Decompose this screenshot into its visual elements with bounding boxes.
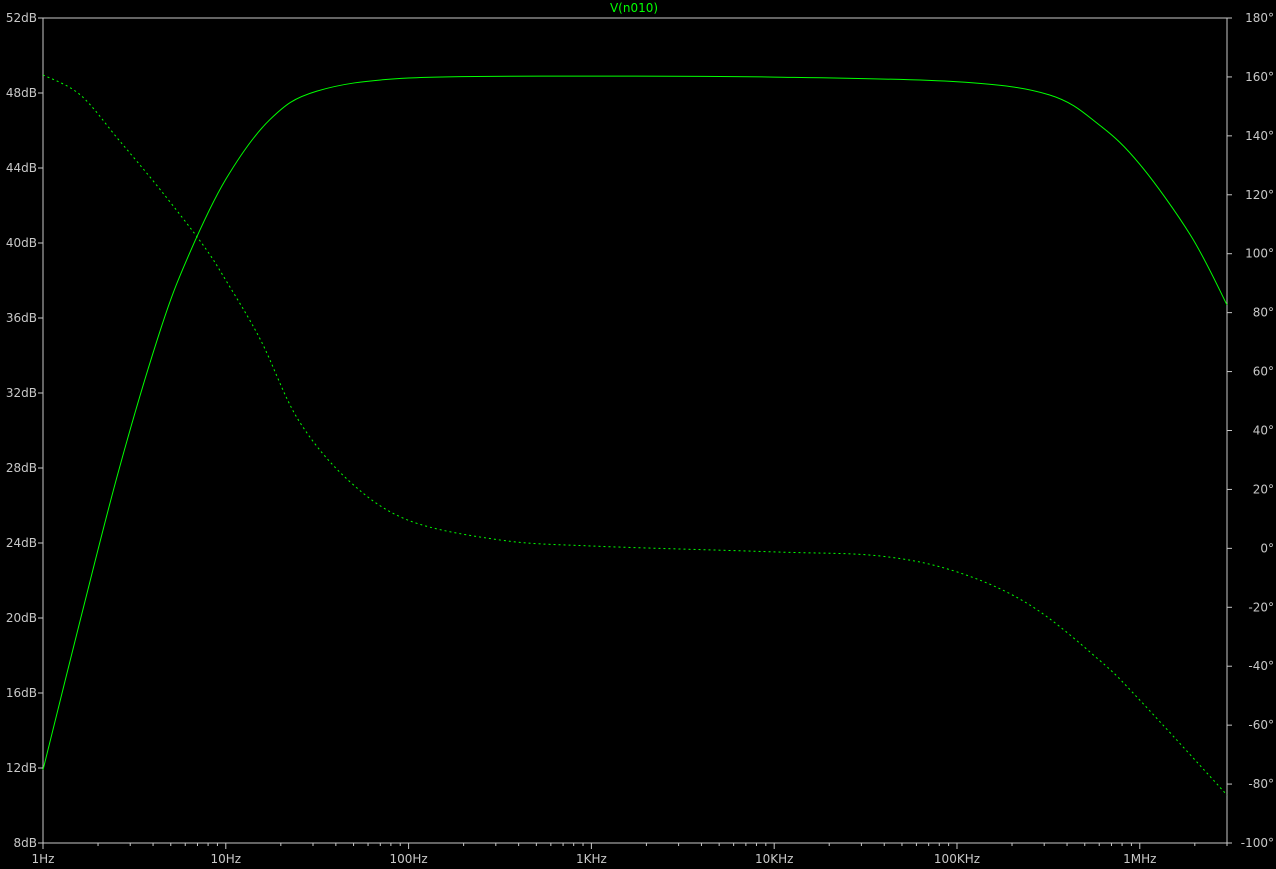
- y-right-tick-label: 140°: [1245, 129, 1274, 143]
- plot-frame: [42, 17, 1228, 844]
- y-left-tick-label: 20dB: [6, 611, 37, 625]
- y-right-tick-label: 40°: [1253, 424, 1274, 438]
- y-right-tick-label: -80°: [1248, 777, 1274, 791]
- y-right-tick-label: 60°: [1253, 365, 1274, 379]
- x-tick-label: 1MHz: [1123, 852, 1156, 866]
- magnitude-trace: [42, 75, 1228, 771]
- chart-title: V(n010): [610, 1, 658, 15]
- y-right-tick-label: -100°: [1241, 836, 1274, 850]
- phase-trace: [42, 74, 1228, 796]
- y-right-tick-label: 20°: [1253, 482, 1274, 496]
- y-right-tick-label: 180°: [1245, 11, 1274, 25]
- y-left-tick-label: 52dB: [6, 11, 37, 25]
- x-tick-label: 100Hz: [389, 852, 427, 866]
- y-right-tick-label: 160°: [1245, 70, 1274, 84]
- y-left-tick-label: 24dB: [6, 536, 37, 550]
- x-tick-label: 10KHz: [755, 852, 793, 866]
- y-left-tick-label: 32dB: [6, 386, 37, 400]
- x-tick-label: 10Hz: [211, 852, 242, 866]
- y-left-tick-label: 8dB: [14, 836, 37, 850]
- y-left-tick-label: 36dB: [6, 311, 37, 325]
- y-right-tick-label: -60°: [1248, 718, 1274, 732]
- y-right-tick-label: 0°: [1260, 541, 1274, 555]
- y-left-tick-label: 12dB: [6, 761, 37, 775]
- y-right-tick-label: -40°: [1248, 659, 1274, 673]
- x-tick-label: 1Hz: [32, 852, 55, 866]
- x-tick-label: 100KHz: [934, 852, 980, 866]
- y-left-tick-label: 40dB: [6, 236, 37, 250]
- y-right-tick-label: 80°: [1253, 306, 1274, 320]
- y-left-tick-label: 16dB: [6, 686, 37, 700]
- y-left-tick-label: 44dB: [6, 161, 37, 175]
- y-right-tick-label: 120°: [1245, 188, 1274, 202]
- y-left-tick-label: 48dB: [6, 86, 37, 100]
- y-left-tick-label: 28dB: [6, 461, 37, 475]
- y-right-tick-label: -20°: [1248, 600, 1274, 614]
- x-tick-label: 1KHz: [576, 852, 607, 866]
- y-right-tick-label: 100°: [1245, 247, 1274, 261]
